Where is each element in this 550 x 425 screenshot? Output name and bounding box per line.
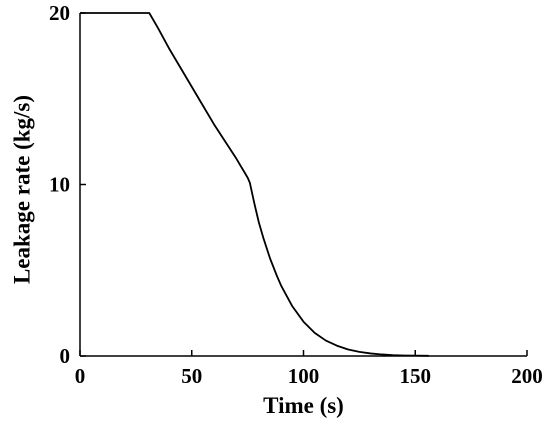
- x-tick-label: 0: [75, 364, 86, 388]
- leakage-rate-series-line: [80, 12, 429, 357]
- x-tick-label: 50: [181, 364, 202, 388]
- y-tick-label: 0: [60, 344, 71, 368]
- plot-area: 0 50 100 150 200 0 10 20: [49, 1, 543, 388]
- y-tick-label: 10: [49, 173, 70, 197]
- y-tick-label: 20: [49, 1, 70, 25]
- x-tick-label: 150: [400, 364, 432, 388]
- x-tick-label: 200: [511, 364, 543, 388]
- y-axis-label: Leakage rate (kg/s): [9, 95, 34, 284]
- x-tick-label: 100: [288, 364, 320, 388]
- x-axis-label: Time (s): [263, 393, 344, 418]
- x-axis-ticks: 0 50 100 150 200: [75, 350, 543, 388]
